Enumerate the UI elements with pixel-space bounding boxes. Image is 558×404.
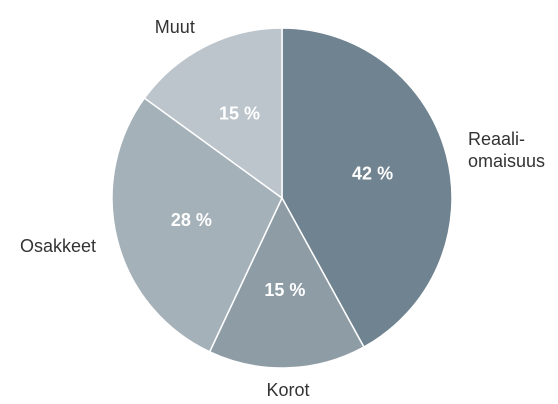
value-label: 42 % (352, 163, 393, 183)
pie-slice (208, 196, 365, 369)
category-label: Reaali-omaisuus (467, 129, 545, 172)
pie-slice (281, 27, 453, 348)
value-label: 28 % (171, 210, 212, 230)
value-label: 15 % (264, 280, 305, 300)
pie-slice (111, 97, 283, 353)
pie-slice (143, 27, 283, 200)
category-label: Muut (154, 16, 195, 37)
category-label: Korot (266, 379, 310, 400)
value-label: 15 % (219, 103, 260, 123)
category-label: Osakkeet (19, 235, 97, 256)
